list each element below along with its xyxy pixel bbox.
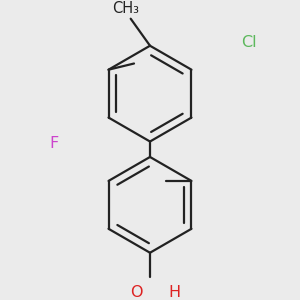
Text: H: H — [169, 285, 181, 300]
Text: Cl: Cl — [241, 35, 257, 50]
Text: O: O — [130, 285, 142, 300]
Text: CH₃: CH₃ — [112, 1, 140, 16]
Text: F: F — [50, 136, 59, 151]
